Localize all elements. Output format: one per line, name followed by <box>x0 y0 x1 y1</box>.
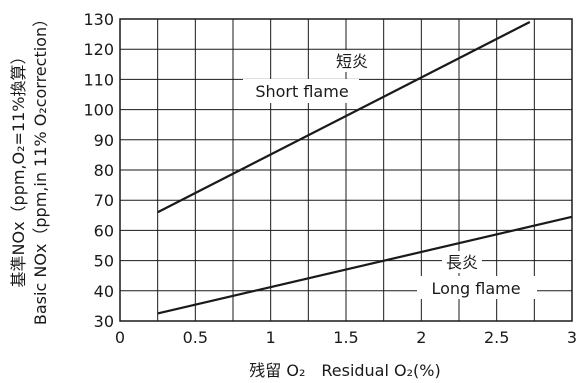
y-tick-label: 80 <box>94 161 114 180</box>
x-axis-title: 残留 O₂ Residual O₂(%) <box>249 361 440 380</box>
series-label-ja-bg-long-flame <box>442 251 482 273</box>
y-tick-label: 120 <box>83 40 114 59</box>
series-line-long-flame <box>157 215 573 315</box>
y-tick-label: 60 <box>94 221 114 240</box>
y-tick-label: 30 <box>94 312 114 331</box>
x-tick-label: 3 <box>567 328 577 347</box>
x-tick-label: 0.5 <box>183 328 208 347</box>
series-label-bg-long-flame <box>417 276 537 299</box>
y-tick-label: 50 <box>94 252 114 271</box>
y-axis-title-line2: Basic NOx（ppm,in 11% O₂correction） <box>31 11 50 325</box>
y-axis-title-line1: 基準NOx（ppm,O₂=11%換算） <box>9 49 28 288</box>
y-tick-label: 130 <box>83 10 114 29</box>
y-tick-labels: 30 40 50 60 70 80 90 100 110 120 130 <box>83 10 114 331</box>
series-lines <box>157 21 573 315</box>
y-tick-label: 70 <box>94 191 114 210</box>
y-tick-label: 40 <box>94 282 114 301</box>
x-tick-label: 1.5 <box>333 328 358 347</box>
series-label-en-long-flame: Long flame <box>431 279 520 298</box>
series-label-ja-bg-short-flame <box>332 50 372 72</box>
y-tick-label: 90 <box>94 131 114 150</box>
x-tick-label: 0 <box>115 328 125 347</box>
y-tick-label: 100 <box>83 101 114 120</box>
x-tick-label: 2 <box>416 328 426 347</box>
x-tick-label: 1 <box>266 328 276 347</box>
x-tick-labels: 0 0.5 1 1.5 2 2.5 3 <box>115 328 577 347</box>
x-tick-label: 2.5 <box>484 328 509 347</box>
series-labels: 短炎 Short flame 長炎 Long flame <box>243 50 537 299</box>
y-tick-label: 110 <box>83 70 114 89</box>
series-line-short-flame <box>157 21 531 214</box>
plot-frame <box>119 18 573 322</box>
series-label-ja-short-flame: 短炎 <box>336 52 368 71</box>
series-label-en-short-flame: Short flame <box>255 82 348 101</box>
series-label-ja-long-flame: 長炎 <box>446 253 478 272</box>
series-label-bg-short-flame <box>243 79 359 103</box>
